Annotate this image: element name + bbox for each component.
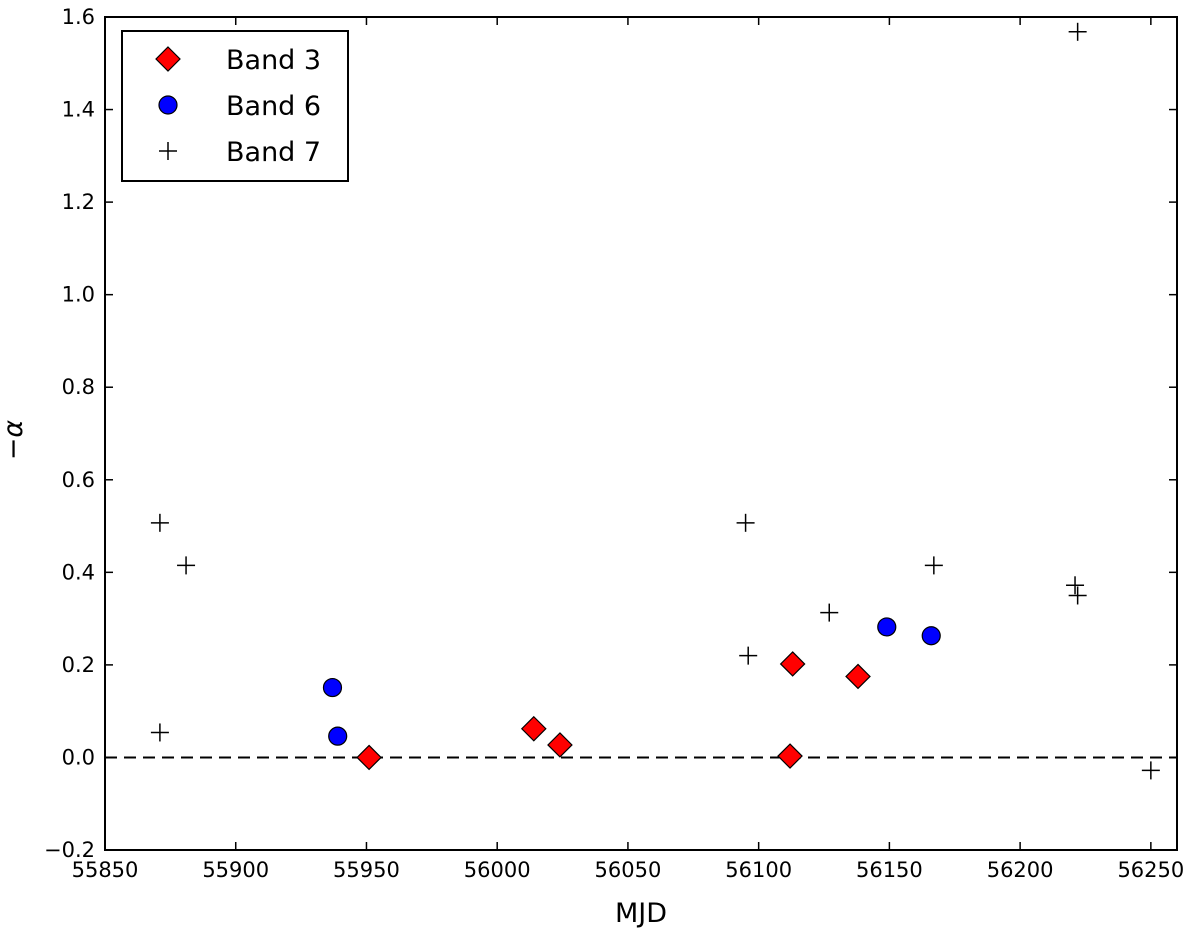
y-axis-label: −α — [0, 420, 29, 461]
x-tick-label: 56000 — [464, 858, 531, 882]
data-point-band-3 — [520, 715, 547, 742]
data-point-band-7 — [736, 513, 755, 532]
legend-label: Band 6 — [226, 91, 321, 122]
data-point-band-6 — [322, 677, 343, 698]
y-tick-label: 1.0 — [62, 283, 95, 307]
x-tick-label: 56050 — [595, 858, 662, 882]
y-tick-label: 1.6 — [62, 5, 95, 29]
x-tick-label: 56250 — [1117, 858, 1184, 882]
x-tick-label: 56150 — [856, 858, 923, 882]
ticks-layer: 55850 55900 55950 56000 56050 56100 56150 56200… — [44, 5, 1184, 882]
data-point-band-6 — [877, 617, 897, 637]
data-point-band-3 — [547, 732, 573, 758]
data-point-band-6 — [328, 726, 348, 746]
data-point-band-7 — [150, 723, 169, 742]
y-tick-label: 1.2 — [62, 190, 95, 214]
legend-marker-band-6 — [158, 95, 178, 115]
data-point-band-7 — [1141, 761, 1160, 780]
data-point-band-6 — [921, 626, 941, 646]
data-point-band-3 — [777, 743, 803, 769]
y-tick-label: 0.8 — [62, 375, 95, 399]
plot-frame — [104, 16, 1178, 851]
x-axis-label: MJD — [615, 898, 667, 929]
data-point-band-7 — [1066, 576, 1085, 595]
x-tick-label: 55900 — [202, 858, 269, 882]
legend-label: Band 3 — [226, 45, 321, 76]
x-tick-label: 56200 — [987, 858, 1054, 882]
data-point-band-3 — [356, 744, 382, 771]
y-tick-label: 0.0 — [62, 745, 95, 769]
x-tick-label: 55950 — [333, 858, 400, 882]
data-point-band-7 — [177, 556, 196, 575]
data-points-layer — [150, 22, 1160, 780]
data-point-band-7 — [1068, 22, 1087, 41]
data-point-band-7 — [924, 556, 943, 575]
data-point-band-3 — [779, 651, 806, 677]
data-point-band-7 — [820, 603, 839, 622]
legend-label: Band 7 — [226, 137, 321, 168]
legend: Band 3 Band 6 Band 7 — [121, 30, 349, 182]
y-tick-label: 1.4 — [62, 98, 95, 122]
x-tick-label: 56100 — [725, 858, 792, 882]
y-tick-label: −0.2 — [44, 838, 95, 862]
data-point-band-7 — [150, 513, 169, 532]
y-tick-label: 0.2 — [62, 653, 95, 677]
legend-marker-band-7 — [159, 142, 177, 160]
legend-marker-band-3 — [155, 46, 181, 72]
y-tick-label: 0.6 — [62, 468, 95, 492]
data-point-band-7 — [739, 646, 758, 665]
y-tick-label: 0.4 — [62, 560, 95, 584]
data-point-band-7 — [1068, 586, 1087, 605]
x-tick-label: 55850 — [72, 858, 139, 882]
data-point-band-3 — [845, 663, 871, 690]
